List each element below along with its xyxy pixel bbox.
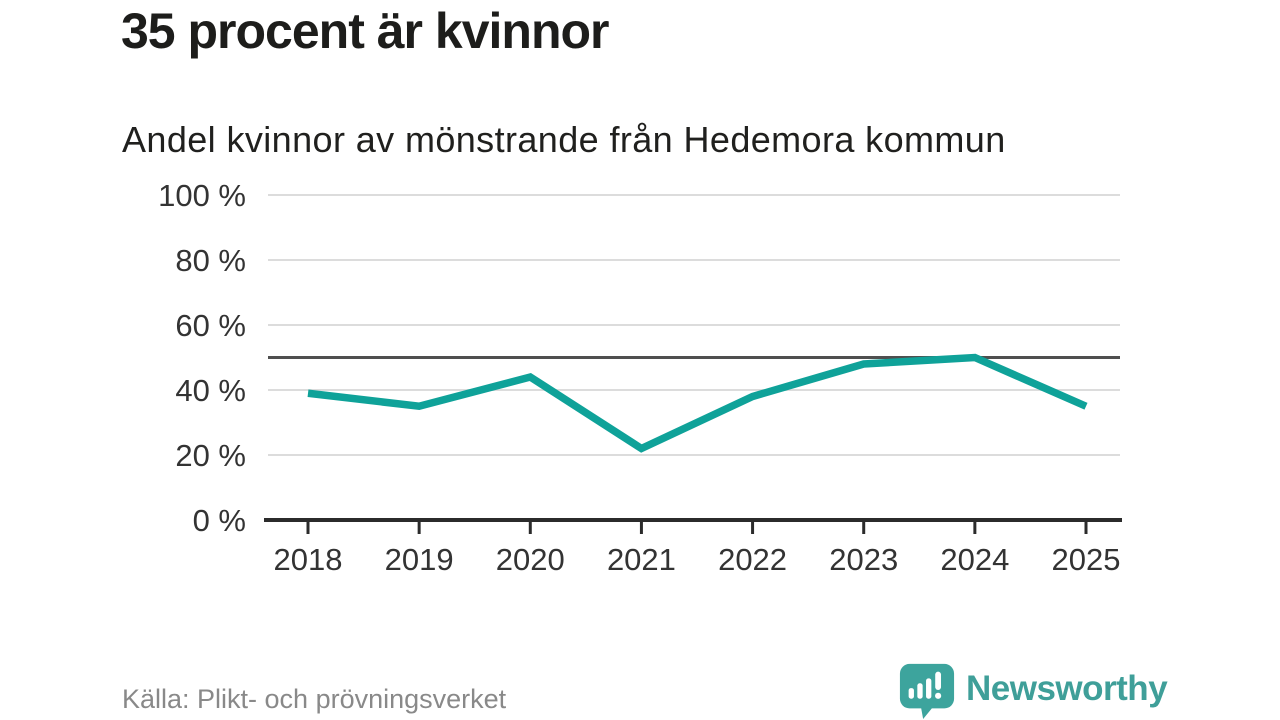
newsworthy-logo: Newsworthy: [898, 662, 1168, 720]
chart-title: 35 procent är kvinnor: [121, 3, 609, 59]
y-tick-label: 80 %: [175, 243, 246, 278]
x-tick-label: 2021: [607, 542, 676, 577]
x-tick-label: 2025: [1052, 542, 1121, 577]
x-tick-label: 2018: [274, 542, 343, 577]
newsworthy-speech-bubble-chart-icon: [899, 663, 955, 720]
y-tick-label: 60 %: [175, 308, 246, 343]
newsworthy-wordmark: Newsworthy: [966, 669, 1168, 708]
y-tick-label: 0 %: [193, 503, 246, 538]
y-tick-label: 20 %: [175, 438, 246, 473]
x-tick-label: 2024: [940, 542, 1009, 577]
x-tick-label: 2020: [496, 542, 565, 577]
x-axis-labels: 2018 2019 2020 2021 2022 2023 2024 2025: [274, 542, 1121, 577]
x-tick-label: 2019: [385, 542, 454, 577]
data-line: [307, 353, 1088, 453]
chart-subtitle: Andel kvinnor av mönstrande från Hedemor…: [122, 119, 1006, 160]
y-tick-label: 100 %: [158, 178, 246, 213]
gridlines-group: [268, 194, 1120, 456]
y-tick-label: 40 %: [175, 373, 246, 408]
bar-chart-glyph: [908, 671, 942, 699]
x-tick-label: 2023: [829, 542, 898, 577]
x-tick-label: 2022: [718, 542, 787, 577]
tick-marks: [306, 522, 1088, 534]
y-axis-labels: 0 % 20 % 40 % 60 % 80 % 100 %: [158, 178, 246, 538]
source-caption: Källa: Plikt- och prövningsverket: [122, 684, 507, 714]
line-chart: 0 % 20 % 40 % 60 % 80 % 100 % 2018 2019 2020 2021…: [158, 178, 1122, 577]
